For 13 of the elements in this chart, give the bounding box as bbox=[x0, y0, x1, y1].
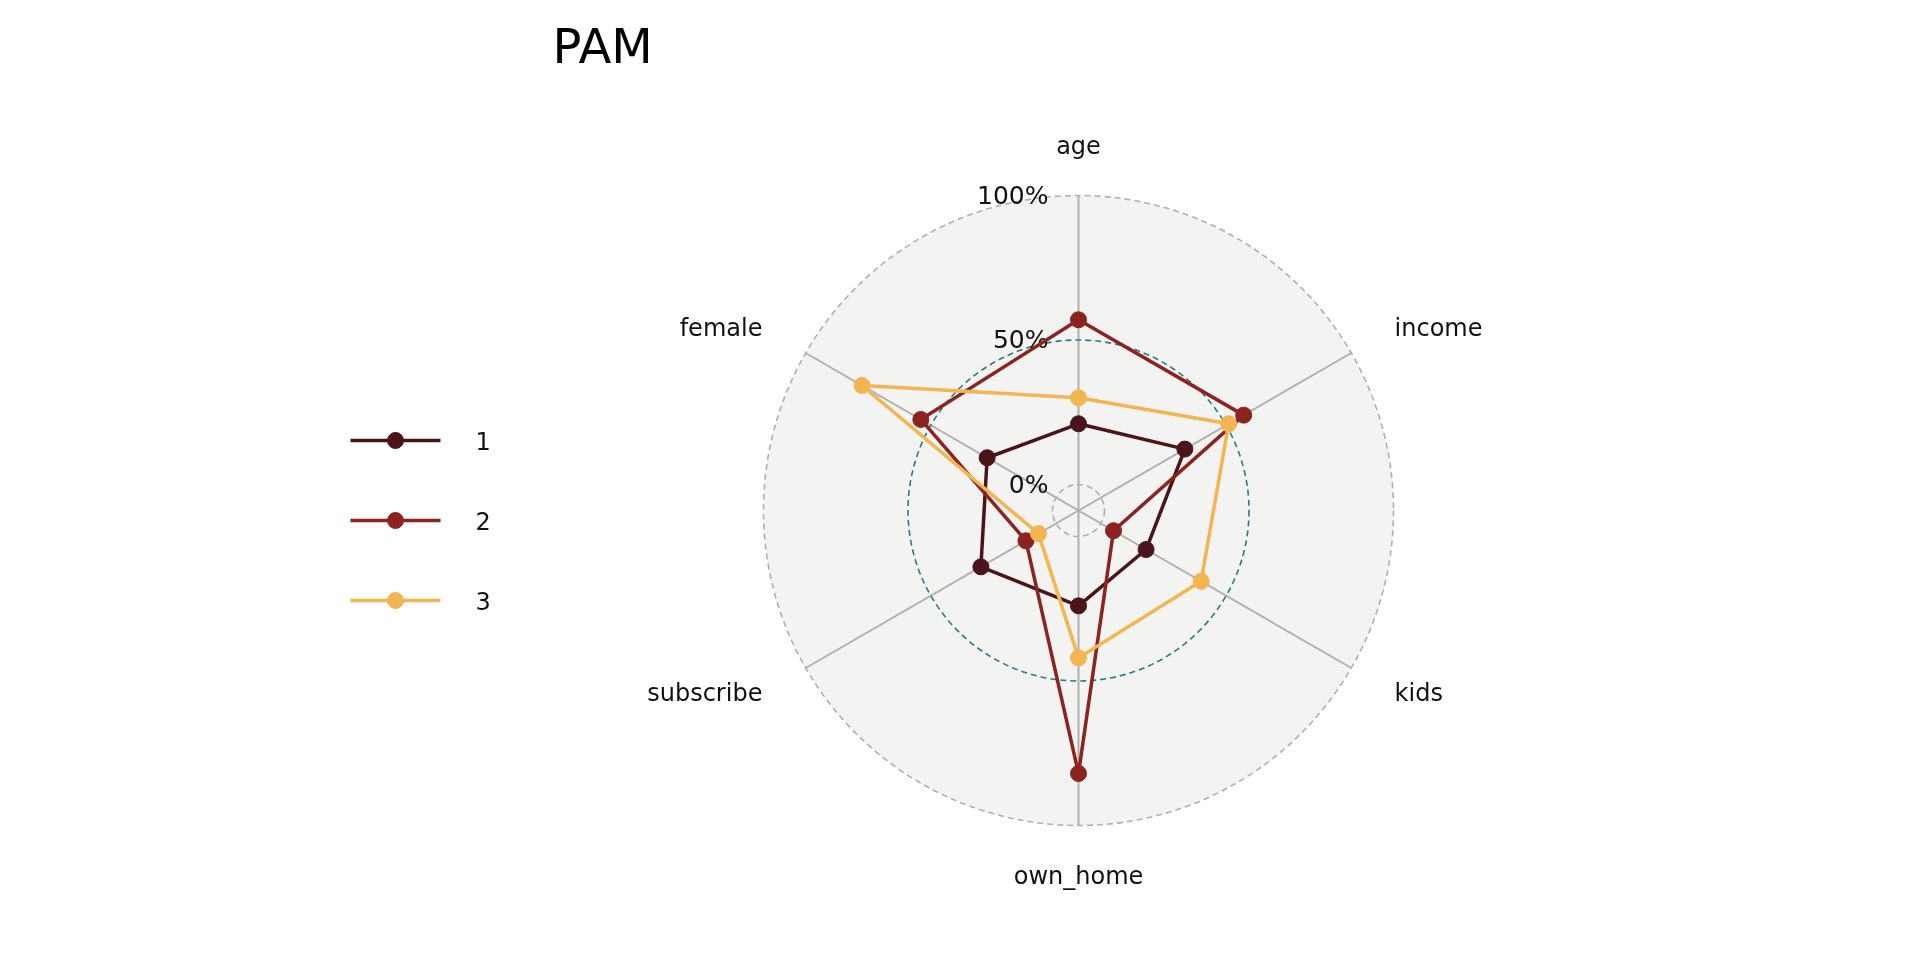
legend-label: 1 bbox=[475, 427, 491, 456]
spoke-label: kids bbox=[1394, 679, 1443, 707]
spoke-label: age bbox=[1056, 131, 1101, 160]
y-tick-label: 100% bbox=[977, 181, 1049, 210]
legend-label: 3 bbox=[475, 587, 491, 616]
y-tick-label: 50% bbox=[992, 325, 1049, 355]
spoke-label: subscribe bbox=[647, 679, 763, 707]
chart-title: PAM bbox=[552, 17, 653, 74]
legend-label: 2 bbox=[475, 507, 491, 536]
y-tick-label: 0% bbox=[1008, 469, 1049, 499]
spoke-label: income bbox=[1394, 314, 1483, 342]
spoke-label: own_home bbox=[1013, 861, 1144, 890]
spoke-label: female bbox=[679, 314, 763, 342]
